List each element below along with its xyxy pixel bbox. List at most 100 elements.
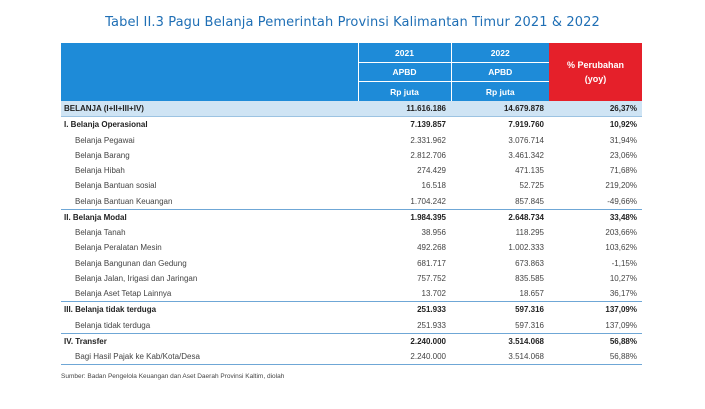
table-row: IV. Transfer 2.240.000 3.514.068 56,88% (61, 332, 642, 349)
value-2022: 3.514.068 (451, 332, 549, 349)
value-2022: 2.648.734 (451, 208, 549, 225)
table-title: Tabel II.3 Pagu Belanja Pemerintah Provi… (105, 15, 600, 30)
value-2022: 1.002.333 (508, 243, 544, 253)
table-row: Belanja tidak terduga 251.933 597.316 137,0… (61, 318, 642, 334)
value-2021: 681.717 (417, 258, 446, 268)
value-2021: 7.139.857 (410, 120, 446, 130)
change-value: 10,92% (609, 120, 637, 130)
year-2021-header: 2021 (357, 43, 451, 63)
label-header-cell (61, 43, 358, 101)
value-2022: 52.725 (519, 181, 544, 191)
value-2022: 857.845 (515, 196, 544, 206)
value-2022: 7.919.760 (508, 120, 544, 130)
change-header-line2: (yoy) (584, 74, 607, 84)
change-value: -1,15% (611, 258, 637, 268)
row-label: I. Belanja Operasional (64, 120, 148, 130)
unit-2022-header: Rp juta (450, 81, 549, 101)
value-2022: 14.679.878 (451, 101, 549, 118)
row-label: Belanja Bantuan sosial (75, 181, 157, 191)
table-row: Belanja Bantuan sosial 16.518 52.725 219,20… (61, 178, 642, 193)
change-header-line1: % Perubahan (566, 60, 624, 70)
value-2021: 274.429 (417, 166, 446, 176)
value-2021: 2.812.706 (410, 150, 446, 160)
value-2021: 757.752 (417, 273, 446, 283)
value-2022: 597.316 (515, 320, 544, 330)
change-header: % Perubahan (yoy) (549, 43, 642, 101)
value-2021: 38.956 (421, 228, 446, 238)
table-row: Belanja Aset Tetap Lainnya 13.702 18.657 36… (61, 286, 642, 302)
row-label: Belanja Jalan, Irigasi dan Jaringan (75, 273, 198, 283)
table-row: III. Belanja tidak terduga 251.933 597.316… (61, 301, 642, 318)
value-2021: 1.704.242 (410, 196, 446, 206)
value-2021: 2.240.000 (358, 332, 451, 349)
row-label: Belanja Aset Tetap Lainnya (75, 289, 172, 299)
value-2022: 673.863 (515, 258, 544, 268)
change-value: 10,27% (609, 273, 637, 283)
row-label: Belanja Bangunan dan Gedung (75, 258, 187, 268)
source-note: Sumber: Badan Pengelola Keuangan dan Ase… (61, 373, 285, 380)
table-row: II. Belanja Modal 1.984.395 2.648.734 33,48… (61, 208, 642, 225)
row-label: Bagi Hasil Pajak ke Kab/Kota/Desa (61, 349, 358, 366)
value-2021: 2.240.000 (358, 349, 451, 366)
row-label: Belanja Hibah (75, 166, 125, 176)
change-value: 56,88% (549, 349, 642, 366)
value-2022: 3.514.068 (451, 349, 549, 366)
value-2021: 2.331.962 (410, 135, 446, 145)
row-label: Belanja Barang (75, 150, 130, 160)
change-value: -49,66% (607, 196, 637, 206)
value-2021: 1.984.395 (358, 208, 451, 225)
value-2022: 3.461.342 (508, 150, 544, 160)
value-2022: 835.585 (515, 273, 544, 283)
change-value: 137,09% (549, 301, 642, 318)
apbd-2021-header: APBD (357, 62, 451, 82)
year-2022-header: 2022 (450, 43, 549, 63)
value-2022: 3.076.714 (508, 135, 544, 145)
change-value: 26,37% (549, 101, 642, 118)
value-2021: 13.702 (421, 289, 446, 299)
row-label: Belanja Peralatan Mesin (75, 243, 162, 253)
table-row: Belanja Tanah 38.956 118.295 203,66% (61, 225, 642, 240)
table-body: BELANJA (I+II+III+IV) 11.616.186 14.679.87… (61, 101, 642, 366)
row-label: BELANJA (I+II+III+IV) (61, 101, 358, 118)
change-value: 219,20% (605, 181, 637, 191)
value-2021: 11.616.186 (358, 101, 451, 118)
row-label: IV. Transfer (61, 332, 358, 349)
change-value: 203,66% (605, 228, 637, 238)
change-value: 56,88% (549, 332, 642, 349)
table-row: Bagi Hasil Pajak ke Kab/Kota/Desa 2.240.0… (61, 349, 642, 366)
budget-table: 2021 2022 % Perubahan (yoy) APBD APBD Rp… (61, 43, 642, 366)
row-label: Belanja tidak terduga (75, 320, 151, 330)
change-value: 137,09% (605, 320, 637, 330)
change-value: 36,17% (609, 289, 637, 299)
change-value: 23,06% (609, 150, 637, 160)
table-row: Belanja Bantuan Keuangan 1.704.242 857.845… (61, 194, 642, 210)
row-label: Belanja Pegawai (75, 135, 135, 145)
table-row: Belanja Bangunan dan Gedung 681.717 673.86… (61, 256, 642, 271)
value-2022: 118.295 (515, 228, 544, 238)
table-header: 2021 2022 % Perubahan (yoy) APBD APBD Rp… (61, 43, 642, 101)
table-row: Belanja Hibah 274.429 471.135 71,68% (61, 163, 642, 178)
value-2022: 597.316 (451, 301, 549, 318)
change-value: 33,48% (549, 208, 642, 225)
value-2021: 492.268 (417, 243, 446, 253)
value-2022: 18.657 (519, 289, 544, 299)
row-label: III. Belanja tidak terduga (61, 301, 358, 318)
change-value: 31,94% (609, 135, 637, 145)
unit-2021-header: Rp juta (357, 81, 451, 101)
value-2021: 251.933 (358, 301, 451, 318)
table-row: Belanja Pegawai 2.331.962 3.076.714 31,94% (61, 133, 642, 148)
value-2021: 16.518 (421, 181, 446, 191)
apbd-2022-header: APBD (450, 62, 549, 82)
value-2022: 471.135 (515, 166, 544, 176)
table-row: Belanja Barang 2.812.706 3.461.342 23,06% (61, 148, 642, 163)
change-value: 103,62% (605, 243, 637, 253)
change-value: 71,68% (609, 166, 637, 176)
table-row: Belanja Jalan, Irigasi dan Jaringan 757.7… (61, 271, 642, 286)
table-row: Belanja Peralatan Mesin 492.268 1.002.333 1… (61, 240, 642, 255)
row-label: II. Belanja Modal (61, 208, 358, 225)
value-2021: 251.933 (417, 320, 446, 330)
row-label: Belanja Bantuan Keuangan (75, 196, 173, 206)
row-label: Belanja Tanah (75, 228, 126, 238)
table-row: BELANJA (I+II+III+IV) 11.616.186 14.679.87… (61, 101, 642, 118)
table-row: I. Belanja Operasional 7.139.857 7.919.760… (61, 117, 642, 133)
